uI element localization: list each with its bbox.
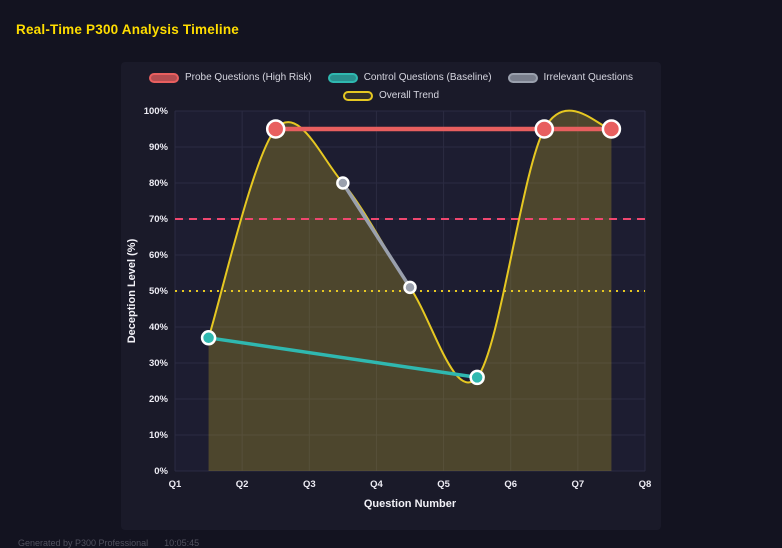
data-point[interactable] [403, 280, 417, 295]
legend-item-0[interactable]: Probe Questions (High Risk) [148, 72, 312, 83]
legend-label: Probe Questions (High Risk) [184, 72, 312, 83]
legend-item-1[interactable]: Control Questions (Baseline) [327, 72, 492, 83]
svg-text:100%: 100% [144, 106, 169, 117]
page-title: Real-Time P300 Analysis Timeline [16, 22, 240, 37]
data-point[interactable] [534, 119, 555, 139]
legend-swatch-icon [507, 72, 538, 83]
series-line [206, 336, 479, 380]
legend-swatch-icon [327, 72, 358, 83]
svg-text:80%: 80% [149, 178, 169, 189]
legend-swatch-icon [148, 72, 179, 83]
legend-swatch-icon [342, 90, 373, 101]
legend-label: Irrelevant Questions [543, 72, 634, 83]
svg-text:Q6: Q6 [504, 479, 517, 490]
data-point[interactable] [336, 176, 350, 190]
legend-label: Overall Trend [378, 90, 440, 101]
legend: Probe Questions (High Risk) Control Quest… [121, 62, 661, 105]
legend-item-2[interactable]: Irrelevant Questions [507, 72, 634, 83]
data-point[interactable] [265, 119, 286, 139]
y-axis-title: Deception Level (%) [126, 238, 138, 343]
svg-text:Q8: Q8 [639, 479, 652, 490]
svg-text:Q3: Q3 [303, 479, 316, 490]
svg-text:20%: 20% [149, 394, 169, 405]
footer: Generated by P300 Professional 10:05:45 [18, 538, 199, 548]
svg-text:60%: 60% [149, 250, 169, 261]
svg-text:10%: 10% [149, 430, 169, 441]
svg-text:Q1: Q1 [169, 479, 182, 490]
timeline-chart[interactable]: Q1 Q2 Q3 Q4 Q5 Q6 Q7 Q8 0% 10% 20% 30% 40% 50% 60% 70% 8… [121, 105, 661, 517]
data-point-markers [200, 119, 622, 386]
footer-generated-text: Generated by P300 Professional [18, 538, 149, 548]
data-point[interactable] [200, 330, 217, 346]
series-line [341, 181, 412, 290]
threshold-lines [175, 218, 645, 292]
svg-text:Q7: Q7 [572, 479, 585, 490]
svg-text:90%: 90% [149, 142, 169, 153]
chart-panel: Probe Questions (High Risk) Control Quest… [121, 62, 661, 530]
svg-text:70%: 70% [149, 214, 169, 225]
svg-text:Q2: Q2 [236, 479, 249, 490]
svg-text:50%: 50% [149, 286, 169, 297]
svg-text:0%: 0% [154, 466, 168, 477]
svg-text:30%: 30% [149, 358, 169, 369]
footer-timestamp: 10:05:45 [164, 538, 200, 548]
grid-lines: Q1 Q2 Q3 Q4 Q5 Q6 Q7 Q8 0% 10% 20% 30% 40% 50% 60% 70% 8… [144, 106, 652, 490]
data-point[interactable] [469, 369, 485, 386]
legend-label: Control Questions (Baseline) [363, 72, 492, 83]
data-point[interactable] [601, 119, 622, 139]
x-axis-title: Question Number [364, 498, 457, 510]
svg-text:Q5: Q5 [437, 479, 450, 490]
svg-text:Q4: Q4 [370, 479, 383, 490]
legend-item-3[interactable]: Overall Trend [342, 90, 440, 101]
svg-text:40%: 40% [149, 322, 169, 333]
